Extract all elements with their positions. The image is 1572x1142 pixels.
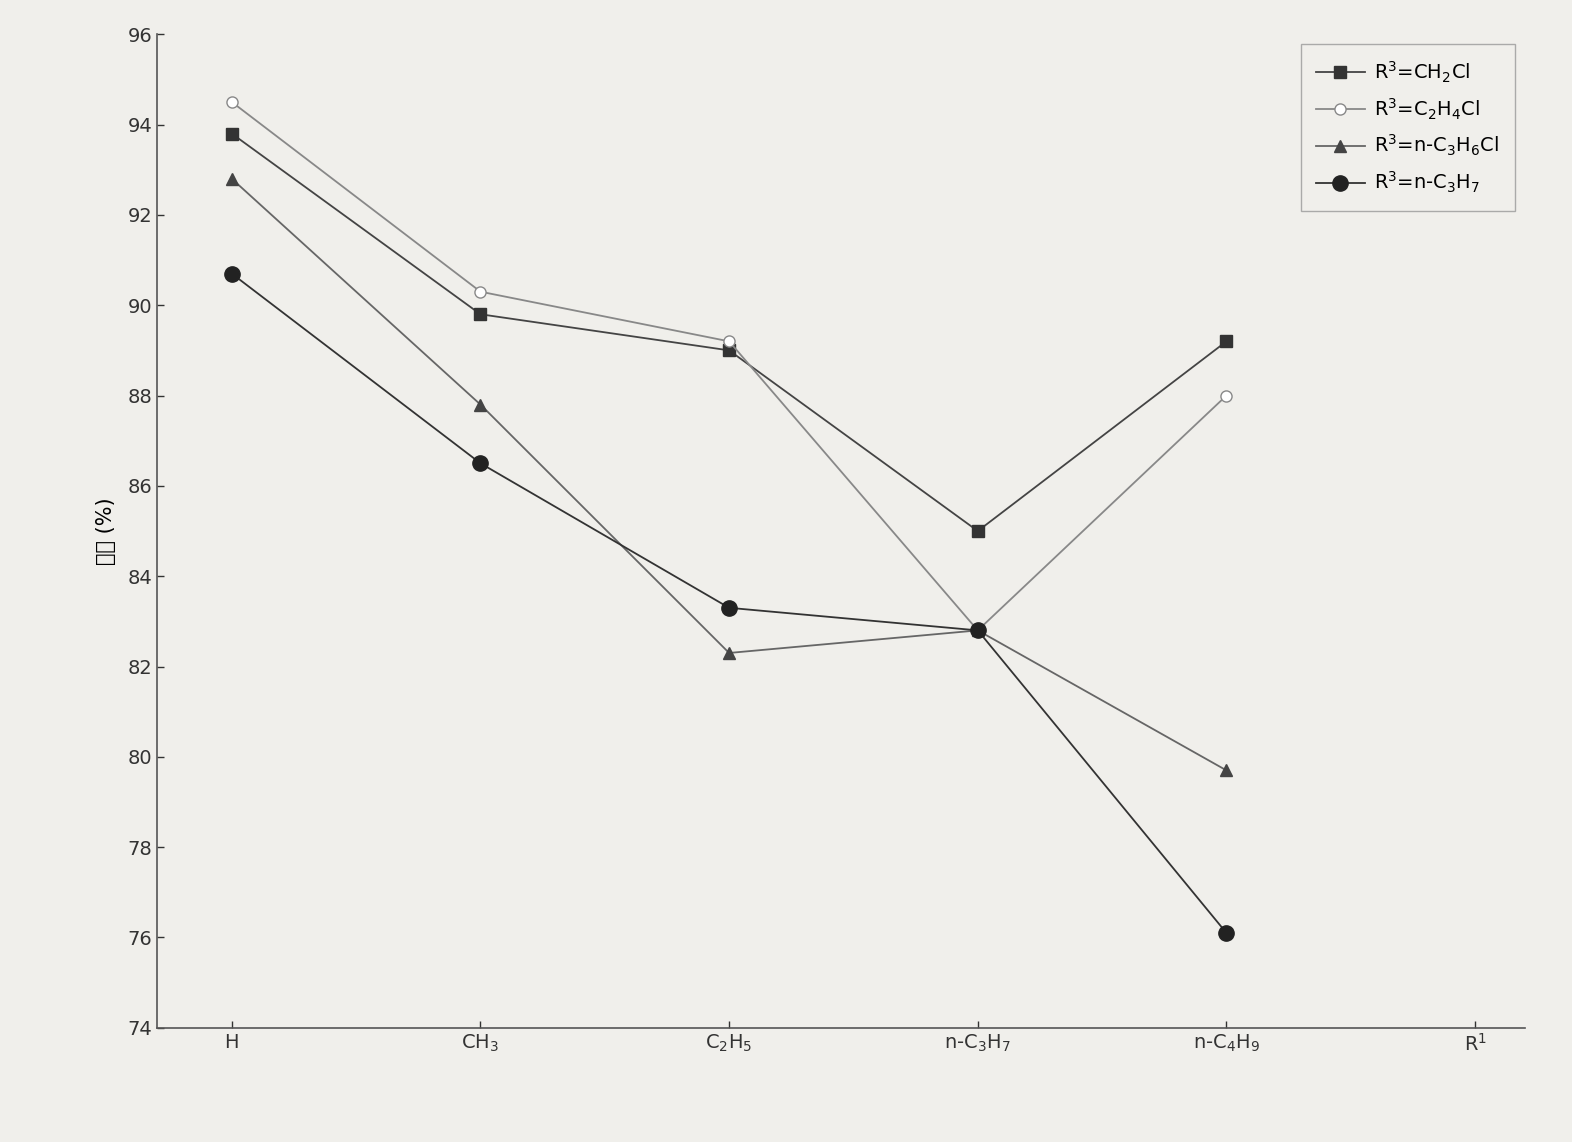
R$^3$=C$_2$H$_4$Cl (222, 95, 241, 108)
R$^3$=CH$_2$Cl (472, 307, 490, 321)
Line: R$^3$=n-C$_3$H$_7$: R$^3$=n-C$_3$H$_7$ (225, 266, 1234, 941)
R$^3$=n-C$_3$H$_7$ (968, 624, 987, 637)
R$^3$=C$_2$H$_4$Cl (720, 335, 739, 348)
R$^3$=n-C$_3$H$_6$Cl (1217, 764, 1236, 778)
R$^3$=CH$_2$Cl (720, 344, 739, 357)
R$^3$=C$_2$H$_4$Cl (968, 624, 987, 637)
R$^3$=n-C$_3$H$_6$Cl (472, 397, 490, 411)
R$^3$=n-C$_3$H$_6$Cl (968, 624, 987, 637)
R$^3$=C$_2$H$_4$Cl (1217, 388, 1236, 402)
R$^3$=n-C$_3$H$_7$ (1217, 926, 1236, 940)
R$^3$=C$_2$H$_4$Cl (472, 284, 490, 298)
Y-axis label: 收率 (%): 收率 (%) (96, 497, 116, 565)
Legend: R$^3$=CH$_2$Cl, R$^3$=C$_2$H$_4$Cl, R$^3$=n-C$_3$H$_6$Cl, R$^3$=n-C$_3$H$_7$: R$^3$=CH$_2$Cl, R$^3$=C$_2$H$_4$Cl, R$^3… (1300, 45, 1515, 211)
Line: R$^3$=C$_2$H$_4$Cl: R$^3$=C$_2$H$_4$Cl (226, 96, 1232, 636)
Line: R$^3$=n-C$_3$H$_6$Cl: R$^3$=n-C$_3$H$_6$Cl (226, 174, 1232, 775)
R$^3$=CH$_2$Cl (222, 127, 241, 140)
R$^3$=n-C$_3$H$_6$Cl (222, 172, 241, 186)
R$^3$=n-C$_3$H$_7$ (720, 601, 739, 614)
R$^3$=n-C$_3$H$_6$Cl (720, 646, 739, 660)
R$^3$=CH$_2$Cl (1217, 335, 1236, 348)
Line: R$^3$=CH$_2$Cl: R$^3$=CH$_2$Cl (226, 128, 1232, 537)
R$^3$=CH$_2$Cl (968, 524, 987, 538)
R$^3$=n-C$_3$H$_7$ (222, 267, 241, 281)
R$^3$=n-C$_3$H$_7$ (472, 457, 490, 471)
